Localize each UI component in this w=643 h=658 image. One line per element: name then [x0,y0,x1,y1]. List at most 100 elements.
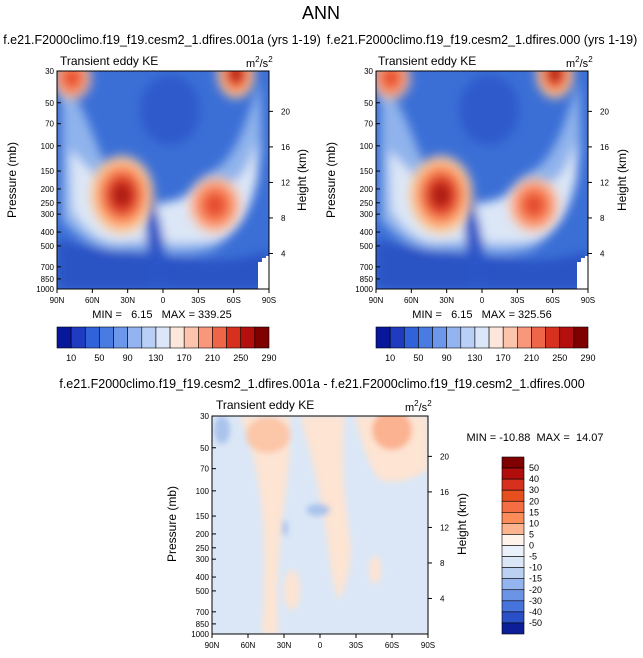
panel-1-colorbar-box [240,326,256,349]
panel-1-colorbar: 10 50 90 130 170 210 250 290 [56,326,277,363]
panel-1-y-tick-label: 1000 [36,285,54,294]
panel-diff-colorbar-label: -10 [529,563,542,573]
panel-1-y-tick-label: 50 [45,99,54,108]
panel-1-y2-tick-label: 4 [281,249,286,258]
panel-2-y-tick-label: 250 [360,199,374,208]
panel-2-colorbar-box [418,326,433,349]
panel-diff-colorbar-label: -15 [529,574,542,584]
panel-diff-y2-ticks: 20 16 12 8 4 [428,452,449,603]
panel-1-colorbar-box [127,326,143,349]
panel-diff-y2-label: Height (km) [455,493,469,555]
figure-title: ANN [302,3,340,23]
panel-1-y-tick-label: 700 [41,263,55,272]
panel-2-title: f.e21.F2000climo.f19_f19.cesm2_1.dfires.… [327,33,638,47]
panel-2-colorbar-box [403,326,419,349]
panel-2-upper-center-dark [459,75,519,145]
panel-diff-y-tick-label: 50 [200,444,209,453]
panel-diff-pos-band-nh [240,416,291,634]
panel-diff-colorbar-box [501,567,525,579]
panel-1-y-tick-label: 70 [45,120,54,129]
panel-2-x-tick-label: 60N [404,296,419,305]
panel-2-plot-area [376,71,588,289]
panel-1-plot-area [57,71,269,289]
panel-2-colorbar-box [375,326,391,349]
panel-2-colorbar-box [573,326,589,349]
panel-1-colorbar-box [70,326,86,349]
panel-2-colorbar-box [545,326,561,349]
panel-diff-x-tick-label: 0 [318,641,323,650]
panel-diff-colorbar-box [501,467,525,480]
panel-1-y-tick-label: 500 [41,242,55,251]
panel-1-colorbar-box [169,326,185,349]
panel-diff-y-tick-label: 1000 [191,630,209,639]
panel-diff-minmax: MIN = -10.88 MAX = 14.07 [467,432,604,444]
panel-diff-colorbar-box [501,500,525,513]
panel-diff-field-label: Transient eddy KE [216,398,314,412]
panel-diff-colorbar-label: 10 [529,518,539,528]
panel-diff-colorbar-box [501,578,525,591]
panel-1-y-tick-label: 250 [41,199,55,208]
panel-diff-colorbar-label: -5 [529,552,537,562]
panel-2-colorbar: 10 50 90 130 170 210 250 290 [375,326,596,363]
panel-2-x-tick-label: 90N [369,296,384,305]
panel-diff-y-label: Pressure (mb) [165,486,179,562]
panel-2-y-tick-label: 850 [360,275,374,284]
panel-diff-y2-tick-label: 20 [440,452,449,461]
panel-1-colorbar-box [226,326,242,349]
panel-diff-y2-tick-label: 4 [440,594,445,603]
panel-2-colorbar-box [531,326,546,349]
panel-2-y-tick-label: 400 [360,228,374,237]
panel-1-minmax: MIN = 6.15 MAX = 339.25 [92,309,231,321]
panel-1-y-label: Pressure (mb) [5,142,19,218]
panel-diff-colorbar-box [501,556,525,568]
panel-diff-y2-tick-label: 12 [440,523,449,532]
panel-1-sh-strat-jet [216,71,256,100]
panel-diff: f.e21.F2000climo.f19_f19.cesm2_1.dfires.… [59,377,603,650]
panel-1-y-tick-label: 400 [41,228,55,237]
panel-diff-y-tick-label: 300 [196,555,210,564]
panel-1-colorbar-label: 50 [94,353,104,363]
panel-2-field-label: Transient eddy KE [378,54,476,68]
panel-diff-y-tick-label: 100 [196,487,210,496]
panel-2-colorbar-box [559,326,575,349]
panel-diff-colorbar-box [501,512,525,524]
panel-1-title: f.e21.F2000climo.f19_f19.cesm2_1.dfires.… [3,33,321,47]
panel-diff-y-tick-label: 30 [200,412,209,421]
panel-1-y-tick-label: 150 [41,167,55,176]
panel-2-y-tick-label: 50 [364,99,373,108]
panel-2-x-tick-label: 30S [510,296,524,305]
panel-2-y2-label: Height (km) [615,149,629,211]
panel-2-colorbar-label: 250 [552,353,567,363]
panel-diff-x-tick-label: 60N [241,641,256,650]
panel-1-x-tick-label: 30S [191,296,205,305]
panel-2-y2-tick-label: 4 [600,249,605,258]
panel-2-nh-jet [407,153,475,237]
panel-2: f.e21.F2000climo.f19_f19.cesm2_1.dfires.… [324,33,637,363]
panel-diff-y-tick-label: 70 [200,465,209,474]
panel-2-sh-jet [505,173,563,237]
panel-1-colorbar-label: 250 [233,353,248,363]
panel-1-colorbar-box [155,326,171,349]
panel-1-topography [258,256,269,289]
panel-diff-x-tick-label: 90N [205,641,220,650]
panel-2-sh-strat-jet [535,71,575,100]
panel-diff-neg-midlat [306,504,330,516]
panel-1-colorbar-box [113,326,128,349]
panel-1-y2-ticks: 20 16 12 8 4 [269,107,290,258]
panel-diff-neg-nh-pole [214,416,230,444]
panel-1-y2-tick-label: 16 [281,143,290,152]
panel-diff-colorbar-box [501,456,525,469]
panel-diff-y-tick-label: 500 [196,587,210,596]
panel-1-colorbar-label: 10 [66,353,76,363]
panel-diff-y2-tick-label: 8 [440,559,445,568]
panel-diff-colorbar-box [501,545,525,557]
panel-1-colorbar-box [56,326,72,349]
panel-2-colorbar-box [474,326,490,349]
panel-1-x-tick-label: 0 [161,296,166,305]
panel-diff-colorbar-label: 5 [529,529,534,539]
panel-2-x-tick-label: 0 [480,296,485,305]
panel-diff-pos-lower [284,570,300,610]
panel-diff-y-tick-label: 200 [196,530,210,539]
panel-diff-colorbar-box [501,622,525,635]
